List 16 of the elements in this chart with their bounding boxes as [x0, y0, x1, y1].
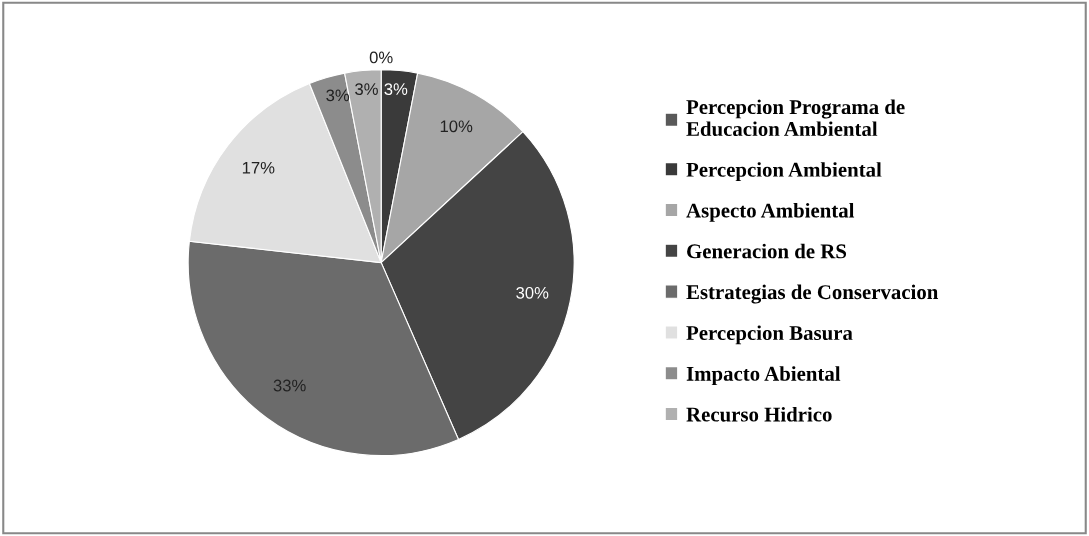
data-label: 3% [326, 89, 350, 102]
data-label: 3% [355, 83, 378, 95]
data-label: 3% [384, 83, 408, 95]
legend-label: Percepcion Ambiental [686, 162, 882, 182]
legend-label: Generacion de RS [687, 243, 847, 259]
text: 0% [369, 51, 393, 64]
data-label: 17% [242, 161, 275, 174]
legend-label: Recurso Hidrico [686, 406, 832, 422]
legend-label: Impacto Abiental [686, 366, 841, 386]
legend-label: Estrategias de Conservacion [686, 284, 939, 304]
data-label: 30% [516, 286, 549, 299]
legend-label: Percepcion Basura [686, 325, 853, 345]
legend-label: Aspecto Ambiental [686, 202, 855, 222]
data-label: 10% [440, 120, 473, 133]
legend-label: Percepcion Programa de Educacion Ambiental [686, 99, 905, 137]
data-label: 33% [273, 379, 306, 392]
